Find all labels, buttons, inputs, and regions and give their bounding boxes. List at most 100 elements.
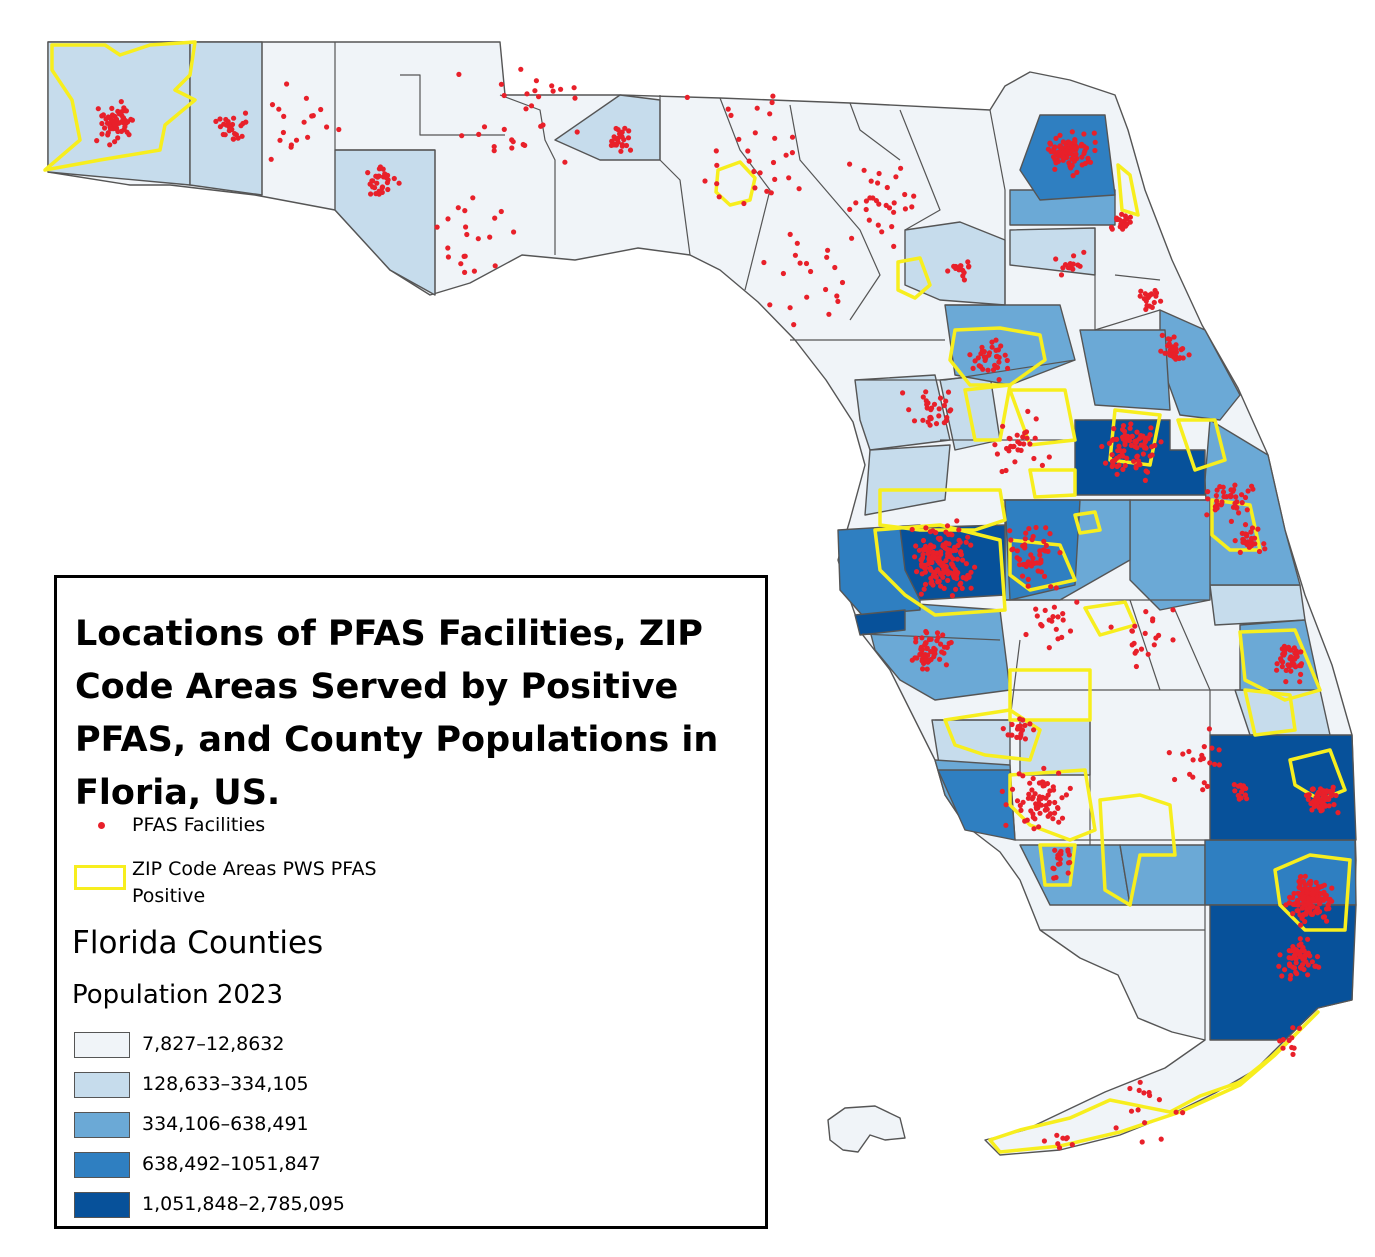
pfas-facility-dot bbox=[754, 105, 760, 111]
pfas-facility-dot bbox=[1293, 648, 1299, 654]
pfas-facility-dot bbox=[1151, 299, 1157, 306]
pfas-facility-dot bbox=[126, 132, 132, 138]
pfas-facility-dot bbox=[1142, 439, 1148, 445]
pfas-facility-dot bbox=[936, 406, 942, 412]
pfas-facility-dot bbox=[1025, 576, 1031, 583]
pfas-facility-dot bbox=[1137, 1079, 1143, 1085]
pfas-facility-dot bbox=[104, 120, 111, 126]
pfas-facility-dot bbox=[1306, 896, 1312, 902]
pfas-facility-dot bbox=[1119, 211, 1125, 217]
pfas-facility-dot bbox=[1262, 546, 1268, 552]
pfas-facility-dot bbox=[1046, 454, 1052, 460]
pfas-facility-dot bbox=[1298, 922, 1304, 928]
pfas-facility-dot bbox=[1040, 547, 1047, 553]
pfas-facility-dot bbox=[1280, 1045, 1286, 1051]
pfas-facility-dot bbox=[996, 377, 1002, 383]
pfas-facility-dot bbox=[1280, 659, 1286, 665]
pfas-facility-dot bbox=[1038, 802, 1044, 808]
pfas-facility-dot bbox=[746, 158, 752, 164]
pfas-facility-dot bbox=[804, 294, 810, 300]
pfas-facility-dot bbox=[725, 106, 731, 112]
pfas-facility-dot bbox=[475, 236, 481, 242]
pfas-facility-dot bbox=[1052, 166, 1058, 172]
pfas-facility-dot bbox=[1027, 441, 1033, 447]
pfas-facility-dot bbox=[1111, 426, 1117, 432]
pfas-facility-dot bbox=[835, 298, 841, 304]
pfas-facility-dot bbox=[714, 162, 720, 168]
pfas-facility-dot bbox=[385, 186, 391, 193]
pfas-facility-dot bbox=[1204, 783, 1210, 790]
pfas-facility-dot bbox=[1112, 457, 1118, 463]
pfas-facility-dot bbox=[288, 144, 294, 150]
pfas-facility-dot bbox=[863, 198, 870, 204]
pfas-facility-dot bbox=[574, 129, 580, 135]
pfas-facility-dot bbox=[324, 124, 330, 130]
pfas-facility-dot bbox=[1320, 788, 1326, 794]
pfas-facility-dot bbox=[1058, 272, 1065, 278]
zip-area bbox=[988, 1010, 1320, 1154]
pfas-facility-dot bbox=[243, 119, 249, 125]
pfas-facility-dot bbox=[1323, 892, 1329, 898]
pfas-facility-dot bbox=[1034, 613, 1040, 619]
pfas-facility-dot bbox=[1109, 463, 1115, 470]
pfas-facility-dot bbox=[1120, 453, 1126, 459]
pfas-facility-dot bbox=[931, 401, 938, 407]
pfas-facility-dot bbox=[849, 235, 855, 241]
pfas-facility-dot bbox=[235, 135, 241, 141]
zip-area bbox=[943, 708, 1042, 762]
pfas-facility-dot bbox=[909, 204, 915, 210]
pfas-facility-dot bbox=[1136, 1087, 1142, 1093]
pfas-facility-dot bbox=[1308, 911, 1315, 917]
pfas-facility-dot bbox=[944, 568, 950, 574]
pfas-facility-dot bbox=[1298, 941, 1304, 947]
pfas-facility-dot bbox=[941, 420, 947, 426]
pfas-facility-dot bbox=[993, 337, 999, 343]
pfas-facility-dot bbox=[1071, 158, 1077, 164]
pfas-facility-dot bbox=[923, 543, 929, 550]
pfas-facility-dot bbox=[928, 636, 934, 642]
pfas-facility-dot bbox=[943, 563, 949, 570]
pfas-facility-dot bbox=[123, 108, 129, 114]
pfas-facility-dot bbox=[1055, 1141, 1061, 1147]
pfas-facility-dot bbox=[1205, 496, 1211, 502]
zip-area bbox=[1008, 768, 1097, 842]
pfas-facility-dot bbox=[1069, 129, 1075, 135]
pfas-facility-dot bbox=[122, 117, 128, 124]
pfas-facility-dot bbox=[1026, 791, 1032, 797]
pfas-facility-dot bbox=[914, 569, 920, 575]
zip-area bbox=[714, 160, 757, 207]
pfas-facility-dot bbox=[1056, 819, 1062, 825]
pfas-facility-dot bbox=[1143, 468, 1149, 474]
pfas-facility-dot bbox=[1004, 357, 1010, 364]
pfas-facility-dot bbox=[902, 191, 908, 198]
pfas-facility-dot bbox=[1005, 732, 1011, 738]
pfas-facility-dot bbox=[1314, 905, 1320, 911]
county-borders bbox=[261, 42, 1240, 1040]
pfas-facility-dot bbox=[1020, 799, 1026, 805]
pfas-facility-dot bbox=[996, 359, 1002, 365]
pfas-facility-dot bbox=[1071, 139, 1077, 145]
facility-dot-symbol bbox=[98, 822, 105, 829]
pfas-facility-dot bbox=[1079, 154, 1085, 160]
pfas-facility-dot bbox=[1060, 617, 1066, 623]
pfas-facility-dot bbox=[1248, 529, 1254, 535]
pfas-facility-dot bbox=[1317, 901, 1323, 907]
pfas-facility-dot bbox=[684, 94, 690, 100]
pfas-facility-dot bbox=[1116, 443, 1122, 449]
pfas-facility-dot bbox=[538, 123, 544, 129]
pfas-facility-dot bbox=[1025, 583, 1031, 589]
pfas-facility-dot bbox=[1147, 432, 1153, 438]
pfas-facility-dot bbox=[935, 579, 941, 585]
pfas-facility-dot bbox=[1296, 663, 1303, 669]
pfas-facility-dot bbox=[1287, 962, 1293, 969]
pfas-facility-dot bbox=[613, 142, 620, 148]
pfas-facility-dot bbox=[1171, 334, 1177, 340]
pfas-facility-dot bbox=[1283, 679, 1289, 685]
pfas-facility-dot bbox=[1052, 799, 1058, 806]
pfas-facility-dot bbox=[929, 559, 935, 566]
pfas-facility-dot bbox=[922, 581, 929, 588]
pfas-facility-dot bbox=[491, 148, 497, 154]
pfas-facility-dot bbox=[924, 652, 930, 659]
pfas-facility-dot bbox=[921, 586, 927, 592]
pfas-facility-dot bbox=[385, 172, 391, 178]
